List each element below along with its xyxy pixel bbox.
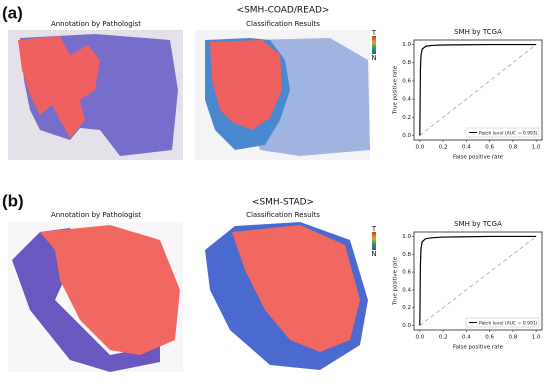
- y-tick-label: 0.8: [402, 252, 411, 258]
- caption: Classification Results: [246, 211, 320, 219]
- x-tick-label: 0.6: [485, 145, 494, 151]
- chart-title: SMH by TCGA: [454, 220, 502, 228]
- roc-curve: [419, 43, 537, 136]
- x-tick-label: 0.0: [415, 335, 424, 341]
- y-tick-label: 0.0: [402, 133, 411, 139]
- slide-image: [195, 222, 370, 372]
- colorbar: [372, 36, 376, 54]
- panel-title: <SMH-COAD/READ>: [237, 6, 330, 16]
- slide-image: [8, 222, 183, 372]
- x-tick-label: 0.8: [509, 335, 518, 341]
- caption: Annotation by Pathologist: [51, 20, 141, 28]
- panel-title: <SMH-STAD>: [252, 198, 314, 208]
- colorbar-label: T: [371, 225, 377, 233]
- x-tick-label: 0.2: [439, 145, 448, 151]
- x-axis-label: False positive rate: [453, 345, 504, 351]
- y-axis-label: True positive rate: [393, 65, 399, 115]
- x-tick-label: 0.6: [485, 335, 494, 341]
- plot-frame: [413, 231, 543, 331]
- y-tick-label: 0.4: [402, 97, 411, 103]
- panel-label: (b): [2, 191, 24, 210]
- x-tick-label: 0.2: [439, 335, 448, 341]
- legend-label: Patch level (AUC = 0.993): [479, 130, 538, 136]
- colorbar: [372, 232, 376, 250]
- y-axis-label: True positive rate: [393, 256, 399, 306]
- y-tick-label: 0.2: [402, 115, 411, 121]
- x-tick-label: 0.4: [462, 145, 471, 151]
- colorbar-label: N: [371, 54, 376, 62]
- legend-box: [465, 317, 540, 328]
- y-tick-label: 1.0: [402, 234, 411, 240]
- slide-image: [195, 30, 370, 160]
- slide-image: [8, 30, 183, 160]
- x-tick-label: 1.0: [532, 335, 541, 341]
- reference-diagonal: [419, 44, 537, 136]
- x-tick-label: 1.0: [532, 145, 541, 151]
- chart-title: SMH by TCGA: [454, 28, 502, 36]
- x-tick-label: 0.4: [462, 335, 471, 341]
- plot-frame: [413, 39, 543, 141]
- y-tick-label: 0.2: [402, 305, 411, 311]
- caption: Classification Results: [246, 20, 320, 28]
- y-tick-label: 0.0: [402, 323, 411, 329]
- x-tick-label: 0.8: [509, 145, 518, 151]
- colorbar-label: N: [371, 250, 376, 258]
- legend-label: Patch level (AUC = 0.991): [479, 320, 538, 326]
- caption: Annotation by Pathologist: [51, 211, 141, 219]
- y-tick-label: 0.8: [402, 60, 411, 66]
- legend-box: [465, 127, 540, 138]
- x-axis-label: False positive rate: [453, 155, 504, 161]
- x-tick-label: 0.0: [415, 145, 424, 151]
- colorbar-label: T: [371, 29, 377, 37]
- y-tick-label: 1.0: [402, 42, 411, 48]
- roc-curve: [419, 235, 537, 326]
- y-tick-label: 0.6: [402, 270, 411, 276]
- y-tick-label: 0.6: [402, 78, 411, 84]
- y-tick-label: 0.4: [402, 287, 411, 293]
- panel-label: (a): [2, 3, 23, 22]
- reference-diagonal: [419, 236, 537, 326]
